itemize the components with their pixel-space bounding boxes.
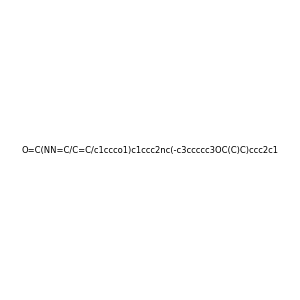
Text: O=C(NN=C/C=C/c1ccco1)c1ccc2nc(-c3ccccc3OC(C)C)ccc2c1: O=C(NN=C/C=C/c1ccco1)c1ccc2nc(-c3ccccc3O… bbox=[22, 146, 278, 154]
